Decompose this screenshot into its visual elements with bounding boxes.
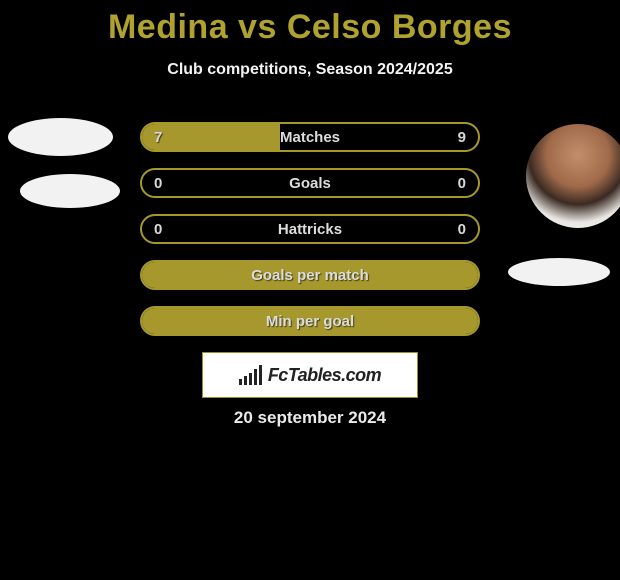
stat-row: Min per goal xyxy=(140,306,480,336)
stat-row: 00Goals xyxy=(140,168,480,198)
comparison-infographic: Medina vs Celso Borges Club competitions… xyxy=(0,0,620,580)
logo-bars-icon xyxy=(239,365,262,385)
stat-row: 00Hattricks xyxy=(140,214,480,244)
player-right-ellipse xyxy=(508,258,610,286)
fctables-logo: FcTables.com xyxy=(202,352,418,398)
metric-label: Hattricks xyxy=(142,216,478,242)
metric-label: Goals per match xyxy=(142,262,478,288)
date-label: 20 september 2024 xyxy=(0,408,620,428)
stat-rows: 79Matches 00Goals 00Hattricks Goals per mat… xyxy=(140,122,480,352)
stat-row: Goals per match xyxy=(140,260,480,290)
page-title: Medina vs Celso Borges xyxy=(0,0,620,47)
player-left-ellipse-2 xyxy=(20,174,120,208)
metric-label: Goals xyxy=(142,170,478,196)
subtitle: Club competitions, Season 2024/2025 xyxy=(0,61,620,79)
player-left-ellipse-1 xyxy=(8,118,113,156)
stat-row: 79Matches xyxy=(140,122,480,152)
metric-label: Min per goal xyxy=(142,308,478,334)
logo-text: FcTables.com xyxy=(268,365,381,386)
player-right-avatar xyxy=(526,124,620,228)
metric-label: Matches xyxy=(142,124,478,150)
